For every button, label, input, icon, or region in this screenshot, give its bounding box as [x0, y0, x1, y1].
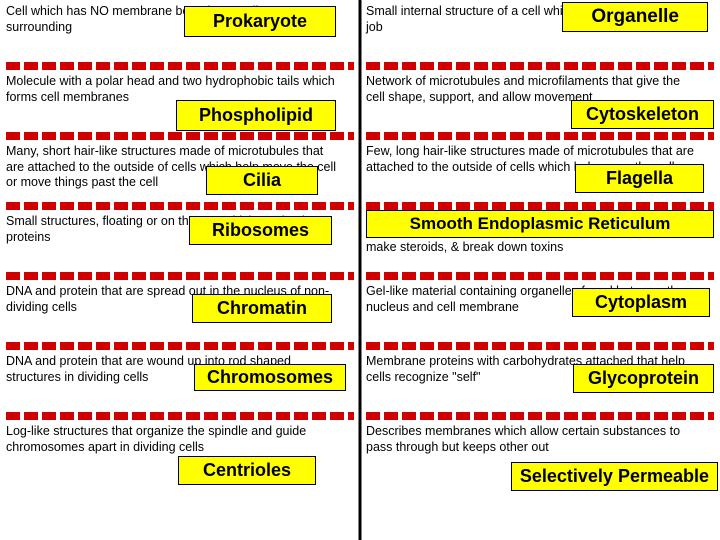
flashcard-entry: Molecule with a polar head and two hydro…: [6, 74, 354, 130]
flashcard-entry: Smooth Endoplasmic Reticulummake steroid…: [366, 214, 714, 270]
flashcard-entry: Small structures, floating or on the ER,…: [6, 214, 354, 270]
flashcard-entry: DNA and protein that are wound up into r…: [6, 354, 354, 410]
dash-separator: [366, 272, 714, 280]
answer-label: Centrioles: [178, 456, 316, 485]
flashcard-entry: Membrane proteins with carbohydrates att…: [366, 354, 714, 410]
dash-separator: [366, 202, 714, 210]
dash-separator: [366, 132, 714, 140]
answer-label: Glycoprotein: [573, 364, 714, 393]
flashcard-entry: Few, long hair-like structures made of m…: [366, 144, 714, 200]
answer-label: Flagella: [575, 164, 704, 193]
dash-separator: [6, 132, 354, 140]
flashcard-entry: Gel-like material containing organelles …: [366, 284, 714, 340]
dash-separator: [366, 62, 714, 70]
definition-text: Describes membranes which allow certain …: [366, 424, 700, 455]
dash-separator: [6, 62, 354, 70]
definition-text: Log-like structures that organize the sp…: [6, 424, 340, 455]
flashcard-entry: DNA and protein that are spread out in t…: [6, 284, 354, 340]
answer-label: Organelle: [562, 2, 708, 32]
flashcard-entry: Small internal structure of a cell which…: [366, 4, 714, 60]
flashcard-entry: Network of microtubules and microfilamen…: [366, 74, 714, 130]
answer-label: Chromosomes: [194, 364, 346, 391]
dash-separator: [366, 342, 714, 350]
answer-label: Prokaryote: [184, 6, 336, 37]
answer-label: Smooth Endoplasmic Reticulum: [366, 210, 714, 238]
flashcard-entry: Log-like structures that organize the sp…: [6, 424, 354, 480]
dash-separator: [366, 412, 714, 420]
dash-separator: [6, 412, 354, 420]
left-column: Cell which has NO membrane bound organel…: [0, 0, 360, 540]
answer-label: Cytoplasm: [572, 288, 710, 317]
answer-label: Cytoskeleton: [571, 100, 714, 129]
center-divider: [359, 0, 362, 540]
answer-label: Selectively Permeable: [511, 462, 718, 491]
answer-label: Chromatin: [192, 294, 332, 323]
answer-label: Ribosomes: [189, 216, 332, 245]
flashcard-entry: Describes membranes which allow certain …: [366, 424, 714, 480]
definition-text: make steroids, & break down toxins: [366, 240, 700, 256]
dash-separator: [6, 272, 354, 280]
flashcard-entry: Cell which has NO membrane bound organel…: [6, 4, 354, 60]
dash-separator: [6, 202, 354, 210]
dash-separator: [6, 342, 354, 350]
right-column: Small internal structure of a cell which…: [360, 0, 720, 540]
flashcard-entry: Many, short hair-like structures made of…: [6, 144, 354, 200]
answer-label: Phospholipid: [176, 100, 336, 131]
answer-label: Cilia: [206, 166, 318, 195]
